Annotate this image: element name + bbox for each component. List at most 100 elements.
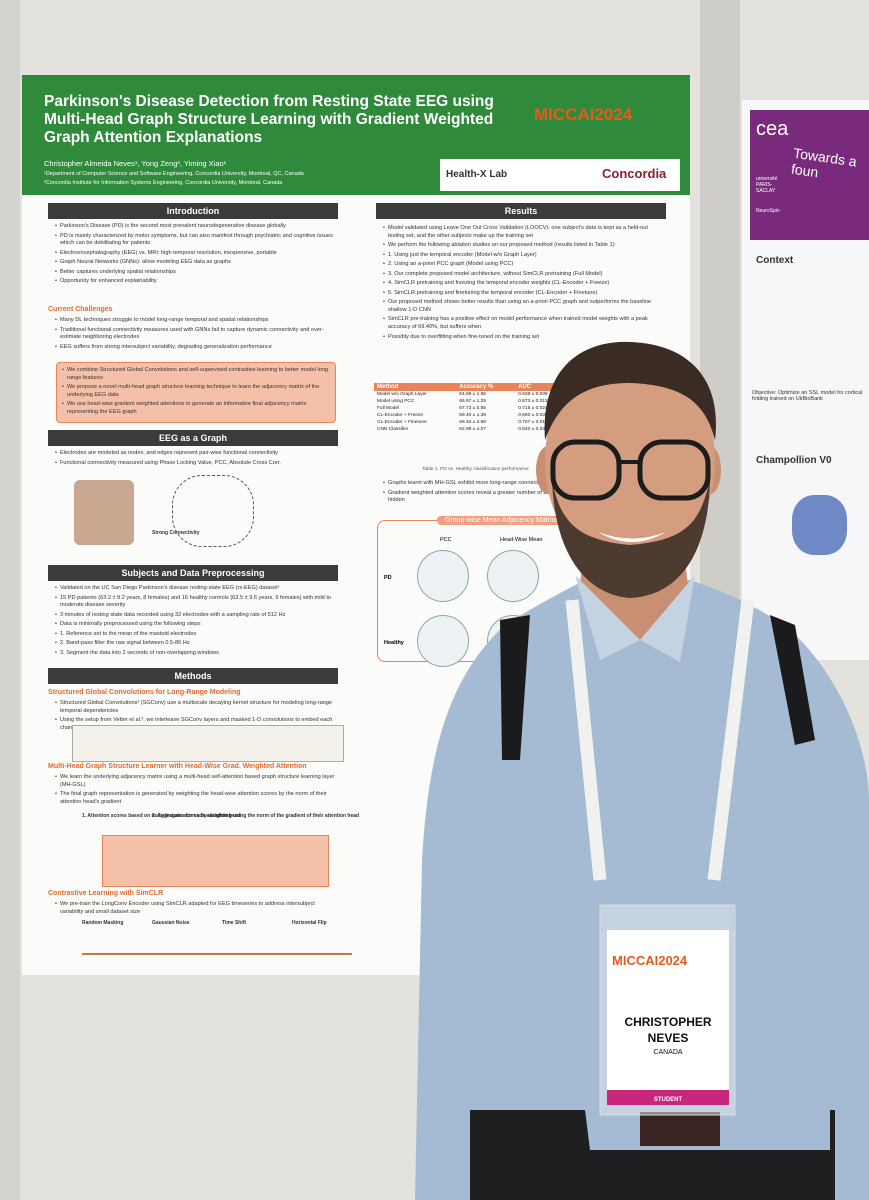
board-edge xyxy=(0,0,20,1200)
table-caption: Table 1. PD vs. Healthy classification p… xyxy=(422,467,529,472)
poster-title: Parkinson's Disease Detection from Resti… xyxy=(44,93,494,146)
bullet: Possibly due to overfitting when fine-tu… xyxy=(382,334,664,342)
backpack-strap xyxy=(500,615,815,760)
adjacency-graph xyxy=(417,615,469,667)
figure-label: 2. Aggregate scores by weighting using t… xyxy=(152,813,360,819)
table-cell: CNN Classifier xyxy=(377,427,409,432)
belt xyxy=(640,1112,720,1146)
figure-label: Time Shift xyxy=(222,920,247,926)
bullet-list: We pre-train the LongConv Encoder using … xyxy=(54,901,338,918)
logo: Health-X Lab xyxy=(446,169,508,180)
table-cell: 0.707 ± 0.010 xyxy=(518,420,548,425)
table-cell: 67.73 ± 0.85 xyxy=(459,406,486,411)
bullet: 5. SimCLR pretraining and finetuning the… xyxy=(382,290,664,298)
side-header xyxy=(750,110,869,240)
graph-figure xyxy=(172,475,254,547)
table-cell: 66.97 ± 1.29 xyxy=(459,399,486,404)
signal-figure xyxy=(82,935,352,955)
shirt xyxy=(415,580,869,1200)
section-heading: Methods xyxy=(48,668,338,684)
table-cell: 66.34 ± 2.68 xyxy=(459,420,486,425)
bullet: 15 PD patients (63.2 ± 8.2 years, 8 fema… xyxy=(54,595,338,610)
poster: Parkinson's Disease Detection from Resti… xyxy=(22,75,690,975)
bullet-list: Model validated using Leave One Out Cros… xyxy=(382,225,664,343)
contribution-box: We combine Structured Global Convolution… xyxy=(56,362,336,424)
badge-name: CHRISTOPHER xyxy=(624,1015,711,1029)
affiliation: ²Concordia Institute for Information Sys… xyxy=(44,180,283,186)
section-heading: Results xyxy=(376,203,666,219)
side-poster: cea Towards a foun université PARIS-SACL… xyxy=(742,100,869,660)
bullet: Validated on the UC San Diego Parkinson'… xyxy=(54,585,338,593)
bullet: 4. SimCLR pretraining and freezing the t… xyxy=(382,280,664,288)
logo: MICCAI2024 xyxy=(534,105,633,124)
logo-strip xyxy=(440,159,680,191)
bullet: 3. Segment the data into 2 seconds of no… xyxy=(54,650,338,658)
equation-box xyxy=(102,835,329,887)
section-heading: Subjects and Data Preprocessing xyxy=(48,565,338,581)
side-institution: université PARIS-SACLAY xyxy=(756,176,778,194)
side-heading: Context xyxy=(756,255,794,266)
side-heading: Champollion V0 xyxy=(756,455,832,466)
table-cell: AUC xyxy=(518,384,532,390)
bullet: 2. Band-pass filter the raw signal betwe… xyxy=(54,640,338,648)
bullet: 2. Using an a-priori PCC graph (Model us… xyxy=(382,261,664,269)
adjacency-graph xyxy=(487,550,539,602)
bullet: Parkinson's Disease (PD) is the second m… xyxy=(54,223,338,231)
bullet: Graphs learnt with MH-GSL exhibit more l… xyxy=(382,480,664,488)
bullet-list: Electrodes are modeled as nodes, and edg… xyxy=(54,450,338,469)
sub-heading: Current Challenges xyxy=(48,306,113,313)
bullet: PD is mainly characterized by motor symp… xyxy=(54,233,338,248)
table-cell: Method xyxy=(377,384,399,390)
table-cell: Model w/o Graph Layer xyxy=(377,392,427,397)
table-cell: Accuracy % xyxy=(459,384,494,390)
bullet: We pre-train the LongConv Encoder using … xyxy=(54,901,338,916)
bullet-list: Many DL techniques struggle to model lon… xyxy=(54,317,338,353)
bullet: The final graph representation is genera… xyxy=(54,791,338,806)
table-cell: CL-Encoder + Finetune xyxy=(377,420,427,425)
table-cell: 0.715 ± 0.024 xyxy=(518,406,548,411)
bullet-list: Validated on the UC San Diego Parkinson'… xyxy=(54,585,338,659)
bullet: Our proposed method shows better results… xyxy=(382,299,664,314)
figure-label: Healthy xyxy=(384,640,404,646)
lanyard xyxy=(565,599,755,881)
bullet: 3 minutes of resting state data recorded… xyxy=(54,612,338,620)
adjacency-graph xyxy=(417,550,469,602)
side-text: Objective: Optimize an SSL model for cor… xyxy=(752,390,863,402)
teeth xyxy=(598,532,666,542)
bullet-list: Parkinson's Disease (PD) is the second m… xyxy=(54,223,338,288)
bullet: EEG suffers from strong intersubject var… xyxy=(54,344,338,352)
figure-label: PD xyxy=(384,575,392,581)
affiliation: ¹Department of Computer Science and Soft… xyxy=(44,171,304,177)
table-cell: 64.68 ± 1.65 xyxy=(459,392,486,397)
bullet: Functional connectivity measured using P… xyxy=(54,460,338,468)
side-logo: cea xyxy=(756,118,789,140)
figure-label: Horizontal Flip xyxy=(292,920,327,926)
bullet: Many DL techniques struggle to model lon… xyxy=(54,317,338,325)
section-heading: EEG as a Graph xyxy=(48,430,338,446)
bullet: SimCLR pre-training has a positive effec… xyxy=(382,316,664,331)
figure-label: Random Masking xyxy=(82,920,124,926)
bullet: Traditional functional connectivity meas… xyxy=(54,327,338,342)
glasses xyxy=(637,439,711,501)
bullet: Structured Global Convolutions² (SGConv)… xyxy=(54,700,338,715)
bullet: We perform the following ablation studie… xyxy=(382,242,664,250)
bullet: We propose a novel multi-head graph stru… xyxy=(61,384,331,399)
table-cell: 0.690 ± 0.036 xyxy=(518,413,548,418)
side-institution: NeuroSpin xyxy=(756,208,780,214)
table-cell: 69.40 ± 1.39 xyxy=(459,413,486,418)
bullet-list: Graphs learnt with MH-GSL exhibit more l… xyxy=(382,480,664,507)
bullet-list: We learn the underlying adjacency matrix… xyxy=(54,774,338,808)
authors: Christopher Almeida Neves¹, Yong Zeng², … xyxy=(44,159,227,168)
badge-stripe xyxy=(607,1090,729,1105)
badge-event: MICCAI2024 xyxy=(612,953,688,968)
table-cell: 0.640 ± 0.040 xyxy=(518,427,548,432)
badge-country: CANADA xyxy=(653,1049,683,1056)
bullet: We use head-wise gradient weighted atten… xyxy=(61,401,331,416)
bullet: We combine Structured Global Convolution… xyxy=(61,367,331,382)
brain-figure xyxy=(792,495,847,555)
collar xyxy=(575,575,695,662)
bullet: Graph Neural Networks (GNNs): allow mode… xyxy=(54,259,338,267)
bullet: 1. Using just the temporal encoder (Mode… xyxy=(382,252,664,260)
